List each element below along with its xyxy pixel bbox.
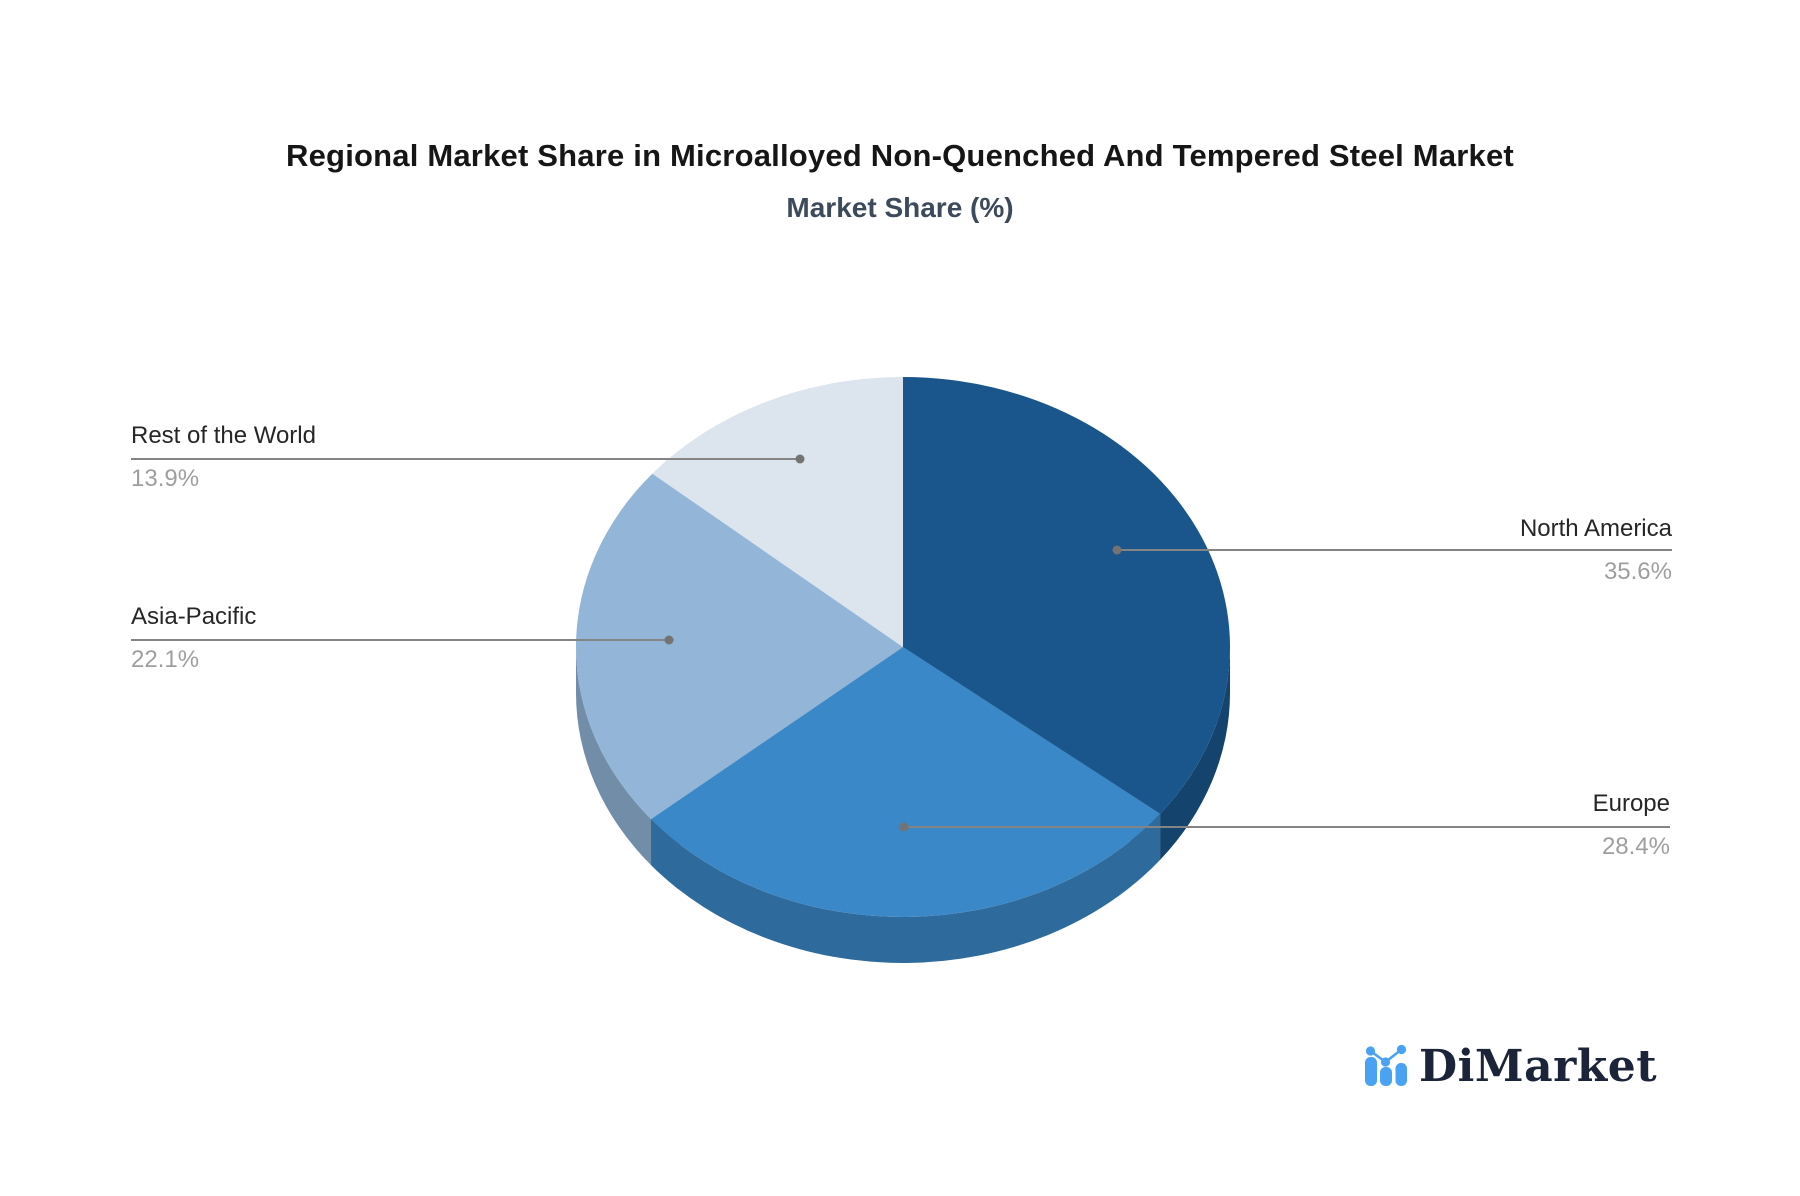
chart-subtitle: Market Share (%) (786, 192, 1014, 223)
pie-label-asia-pacific: Asia-Pacific 22.1% (131, 602, 256, 675)
pie-slice-rest-of-the-world[interactable] (652, 377, 903, 647)
bar-line-chart-icon (1365, 1045, 1407, 1086)
pie-slice-europe[interactable] (651, 647, 1161, 917)
pie-label-rest-of-the-world: Rest of the World 13.9% (131, 421, 316, 494)
dimarket-logo: DiMarket (1364, 1040, 1657, 1092)
pie-slice-wall (651, 813, 1161, 963)
leader-dot (664, 635, 674, 645)
chart-title: Regional Market Share in Microalloyed No… (286, 138, 1514, 173)
pie-label-north-america: North America 35.6% (1520, 514, 1672, 587)
pie-label-name: North America (1519, 515, 1672, 542)
pie-label-value: 28.4% (1601, 833, 1670, 860)
pie-slice-asia-pacific[interactable] (576, 473, 903, 820)
pie-slice-wall (576, 647, 652, 866)
pie-slice-north-america[interactable] (903, 377, 1230, 814)
leader-dot (795, 454, 805, 464)
pie-label-value: 13.9% (131, 465, 200, 492)
pie-slice-wall (1160, 647, 1230, 860)
pie-label-value: 35.6% (1603, 558, 1672, 585)
leader-dot (1112, 545, 1122, 555)
pie-label-value: 22.1% (131, 646, 200, 673)
pie-label-name: Europe (1592, 790, 1670, 817)
pie-label-name: Asia-Pacific (131, 603, 257, 630)
pie-label-europe: Europe 28.4% (1593, 789, 1670, 862)
leader-dot (899, 822, 909, 832)
dimarket-logo-text: DiMarket (1419, 1040, 1658, 1092)
pie-label-name: Rest of the World (131, 422, 316, 449)
